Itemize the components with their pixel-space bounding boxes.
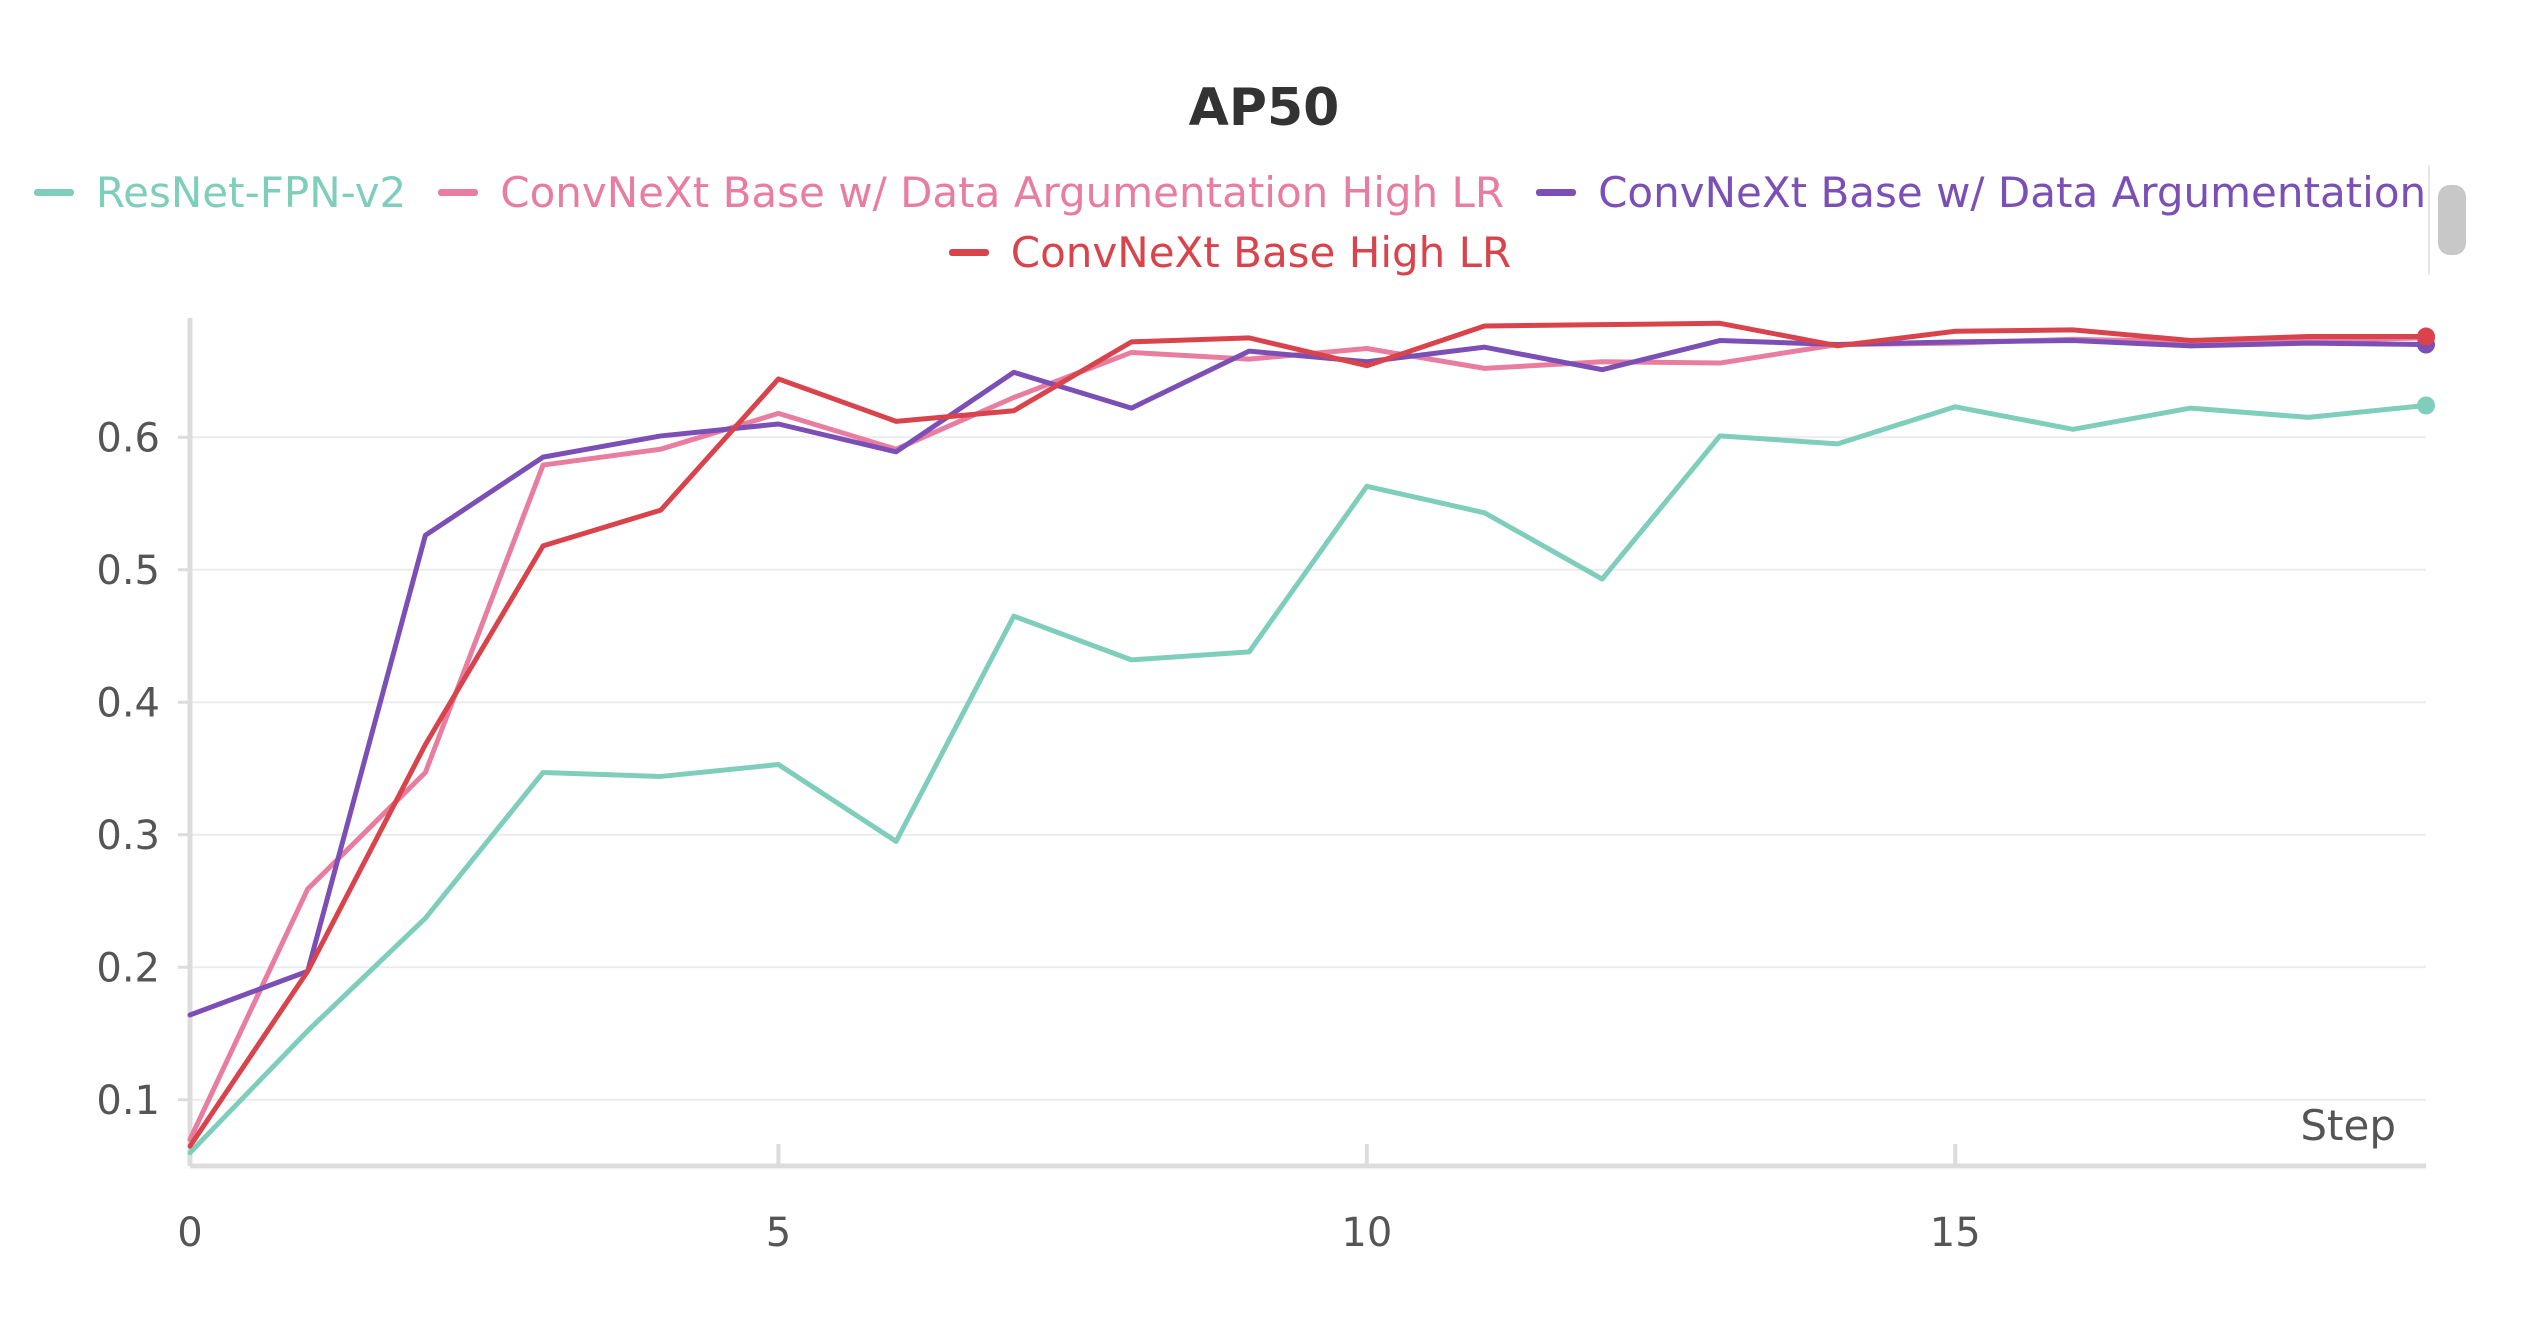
legend-item-convnext-aug[interactable]: ConvNeXt Base w/ Data Argumentation	[1536, 168, 2426, 217]
legend-scrollbar-thumb[interactable]	[2438, 185, 2466, 255]
series-line[interactable]	[187, 320, 2429, 1149]
series-line[interactable]	[187, 335, 2429, 1142]
series-layer	[187, 320, 2435, 1156]
series-line[interactable]	[187, 338, 2429, 1018]
y-tick-label: 0.2	[96, 945, 160, 991]
legend-label-resnet: ResNet-FPN-v2	[95, 167, 407, 217]
legend-swatch-resnet	[33, 188, 74, 196]
legend-label-convnext-aug: ConvNeXt Base w/ Data Argumentation	[1598, 167, 2427, 217]
legend-row-2: ConvNeXt Base High LR	[30, 222, 2430, 282]
x-tick-label: 0	[177, 1210, 202, 1256]
y-tick-label: 0.1	[96, 1078, 160, 1124]
series-end-point[interactable]	[2417, 327, 2435, 346]
y-tick-label: 0.5	[96, 548, 160, 594]
legend-label-convnext-high-lr: ConvNeXt Base High LR	[1010, 227, 1512, 277]
legend-label-convnext-aug-high-lr: ConvNeXt Base w/ Data Argumentation High…	[500, 167, 1505, 217]
y-tick-label: 0.3	[96, 813, 160, 859]
legend-item-convnext-high-lr[interactable]: ConvNeXt Base High LR	[948, 227, 1512, 277]
x-tick-label: 5	[766, 1210, 791, 1256]
series-group	[187, 320, 2435, 1149]
grid-layer	[190, 436, 2426, 1101]
legend-scrollbar-track[interactable]	[2428, 165, 2480, 275]
legend-row-1: ResNet-FPN-v2 ConvNeXt Base w/ Data Argu…	[30, 162, 2430, 222]
legend-swatch-convnext-high-lr	[948, 248, 989, 256]
y-tick-label: 0.4	[96, 680, 160, 726]
chart-title: AP50	[1188, 78, 1340, 138]
series-group	[187, 328, 2435, 1142]
legend-item-resnet[interactable]: ResNet-FPN-v2	[33, 167, 407, 217]
x-tick-label: 15	[1930, 1210, 1981, 1256]
series-line[interactable]	[187, 402, 2429, 1156]
legend-item-convnext-aug-high-lr[interactable]: ConvNeXt Base w/ Data Argumentation High…	[438, 168, 1504, 217]
x-tick-label: 10	[1341, 1210, 1392, 1256]
legend-swatch-convnext-aug-high-lr	[438, 188, 479, 196]
legend: ResNet-FPN-v2 ConvNeXt Base w/ Data Argu…	[30, 162, 2430, 282]
series-end-point[interactable]	[2417, 396, 2435, 415]
legend-swatch-convnext-aug	[1536, 188, 1577, 196]
x-axis-label: Step	[2300, 1101, 2396, 1150]
y-tick-label: 0.6	[96, 415, 160, 461]
series-group	[187, 396, 2435, 1156]
tick-layer: 0.1 0.2 0.3 0.4 0.5 0.6 0 5 10 15	[96, 415, 1980, 1256]
